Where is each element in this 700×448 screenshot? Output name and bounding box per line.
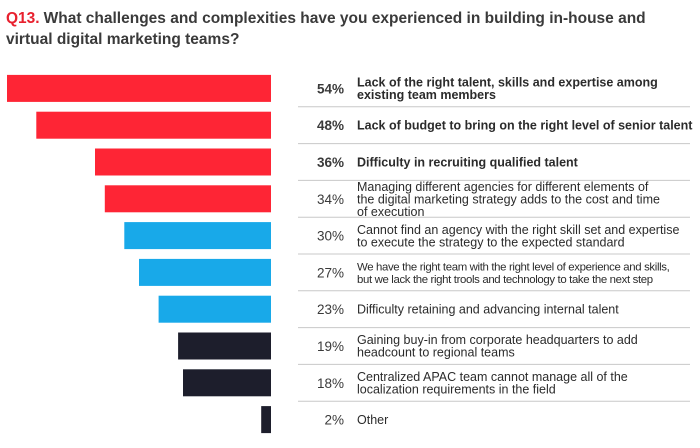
value-label-7: 23% [317,302,344,317]
category-label-4: Managing different agencies for differen… [357,180,660,219]
question-header: Q13. What challenges and complexities hav… [6,8,696,50]
bar-3 [95,148,271,176]
category-label-3: Difficulty in recruiting qualified talen… [357,156,579,170]
bar-1 [7,74,271,102]
category-label-7: Difficulty retaining and advancing inter… [357,303,619,317]
category-label-5: Cannot find an agency with the right ski… [357,223,679,250]
category-label-2: Lack of budget to bring on the right lev… [357,119,693,133]
bar-2 [36,111,271,139]
value-label-6: 27% [317,265,344,280]
category-label-1: Lack of the right talent, skills and exp… [357,76,658,103]
category-label-6: We have the right team with the right le… [357,262,670,287]
bar-6 [139,258,271,286]
value-label-3: 36% [317,155,344,170]
value-label-4: 34% [317,192,344,207]
category-label-9: Centralized APAC team cannot manage all … [357,370,628,397]
value-label-2: 48% [317,118,344,133]
bar-4 [104,185,271,213]
value-label-8: 19% [317,339,344,354]
value-label-5: 30% [317,229,344,244]
value-label-10: 2% [324,413,344,428]
bar-10 [261,406,271,434]
category-label-10: Other [357,413,388,427]
bar-9 [183,369,271,397]
question-text: What challenges and complexities have yo… [6,10,646,48]
question-number: Q13. [6,10,40,27]
category-label-8: Gaining buy-in from corporate headquarte… [357,333,638,360]
bar-5 [124,222,271,250]
bar-8 [178,332,271,360]
value-label-9: 18% [317,376,344,391]
value-label-1: 54% [317,81,344,96]
bar-7 [158,295,271,323]
